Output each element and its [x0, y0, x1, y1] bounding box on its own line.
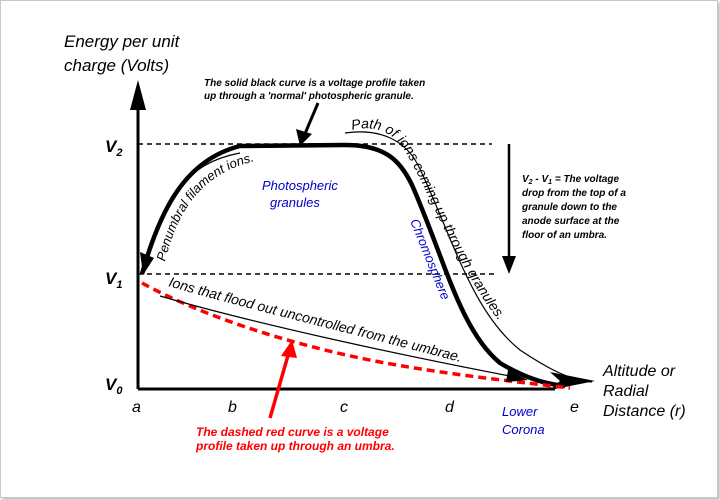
x-axis-title-line3: Distance (r) [603, 403, 686, 420]
y-axis-title-line1: Energy per unit [64, 32, 181, 51]
umbra-voltage-curve [141, 281, 571, 390]
v0-label: V0 [105, 375, 123, 397]
tick-a: a [132, 399, 141, 416]
corona-label-line2: Corona [502, 422, 545, 437]
red-note-line2: profile taken up through an umbra. [195, 439, 395, 453]
y-axis [130, 80, 146, 389]
x-axis-title-line1: Altitude or [602, 363, 676, 380]
drop-note-line3: granule down to the [521, 202, 617, 213]
drop-note-line5: floor of an umbra. [522, 230, 607, 241]
v1-label: V1 [105, 269, 122, 291]
v2-label: V2 [105, 137, 122, 159]
corona-label-line1: Lower [502, 404, 538, 419]
solid-note-line2: up through a 'normal' photospheric granu… [204, 91, 414, 102]
flood-arrowhead [506, 370, 528, 382]
flood-label: Ions that flood out uncontrolled from th… [167, 274, 464, 366]
penumbral-ion-path [145, 152, 241, 266]
flood-ion-path [159, 295, 521, 379]
photospheric-label-line2: granules [270, 195, 320, 210]
rising-ion-path [344, 131, 593, 383]
drop-note-line1: V2 - V1 = The voltage [522, 174, 619, 186]
penumbral-arrowhead [140, 252, 154, 275]
tick-c: c [340, 399, 348, 416]
tick-d: d [445, 399, 455, 416]
y-axis-title-line2: charge (Volts) [64, 56, 169, 75]
photospheric-label-line1: Photospheric [262, 178, 338, 193]
tick-e: e [570, 399, 579, 416]
tick-b: b [228, 399, 237, 416]
red-note-line1: The dashed red curve is a voltage [196, 425, 389, 439]
drop-note-line2: drop from the top of a [522, 188, 626, 199]
red-note-pointer [268, 351, 291, 419]
solid-note-line1: The solid black curve is a voltage profi… [204, 78, 425, 89]
drop-note-line4: anode surface at the [522, 216, 620, 227]
solid-note-pointer [302, 102, 320, 137]
x-axis-title-line2: Radial [603, 383, 649, 400]
